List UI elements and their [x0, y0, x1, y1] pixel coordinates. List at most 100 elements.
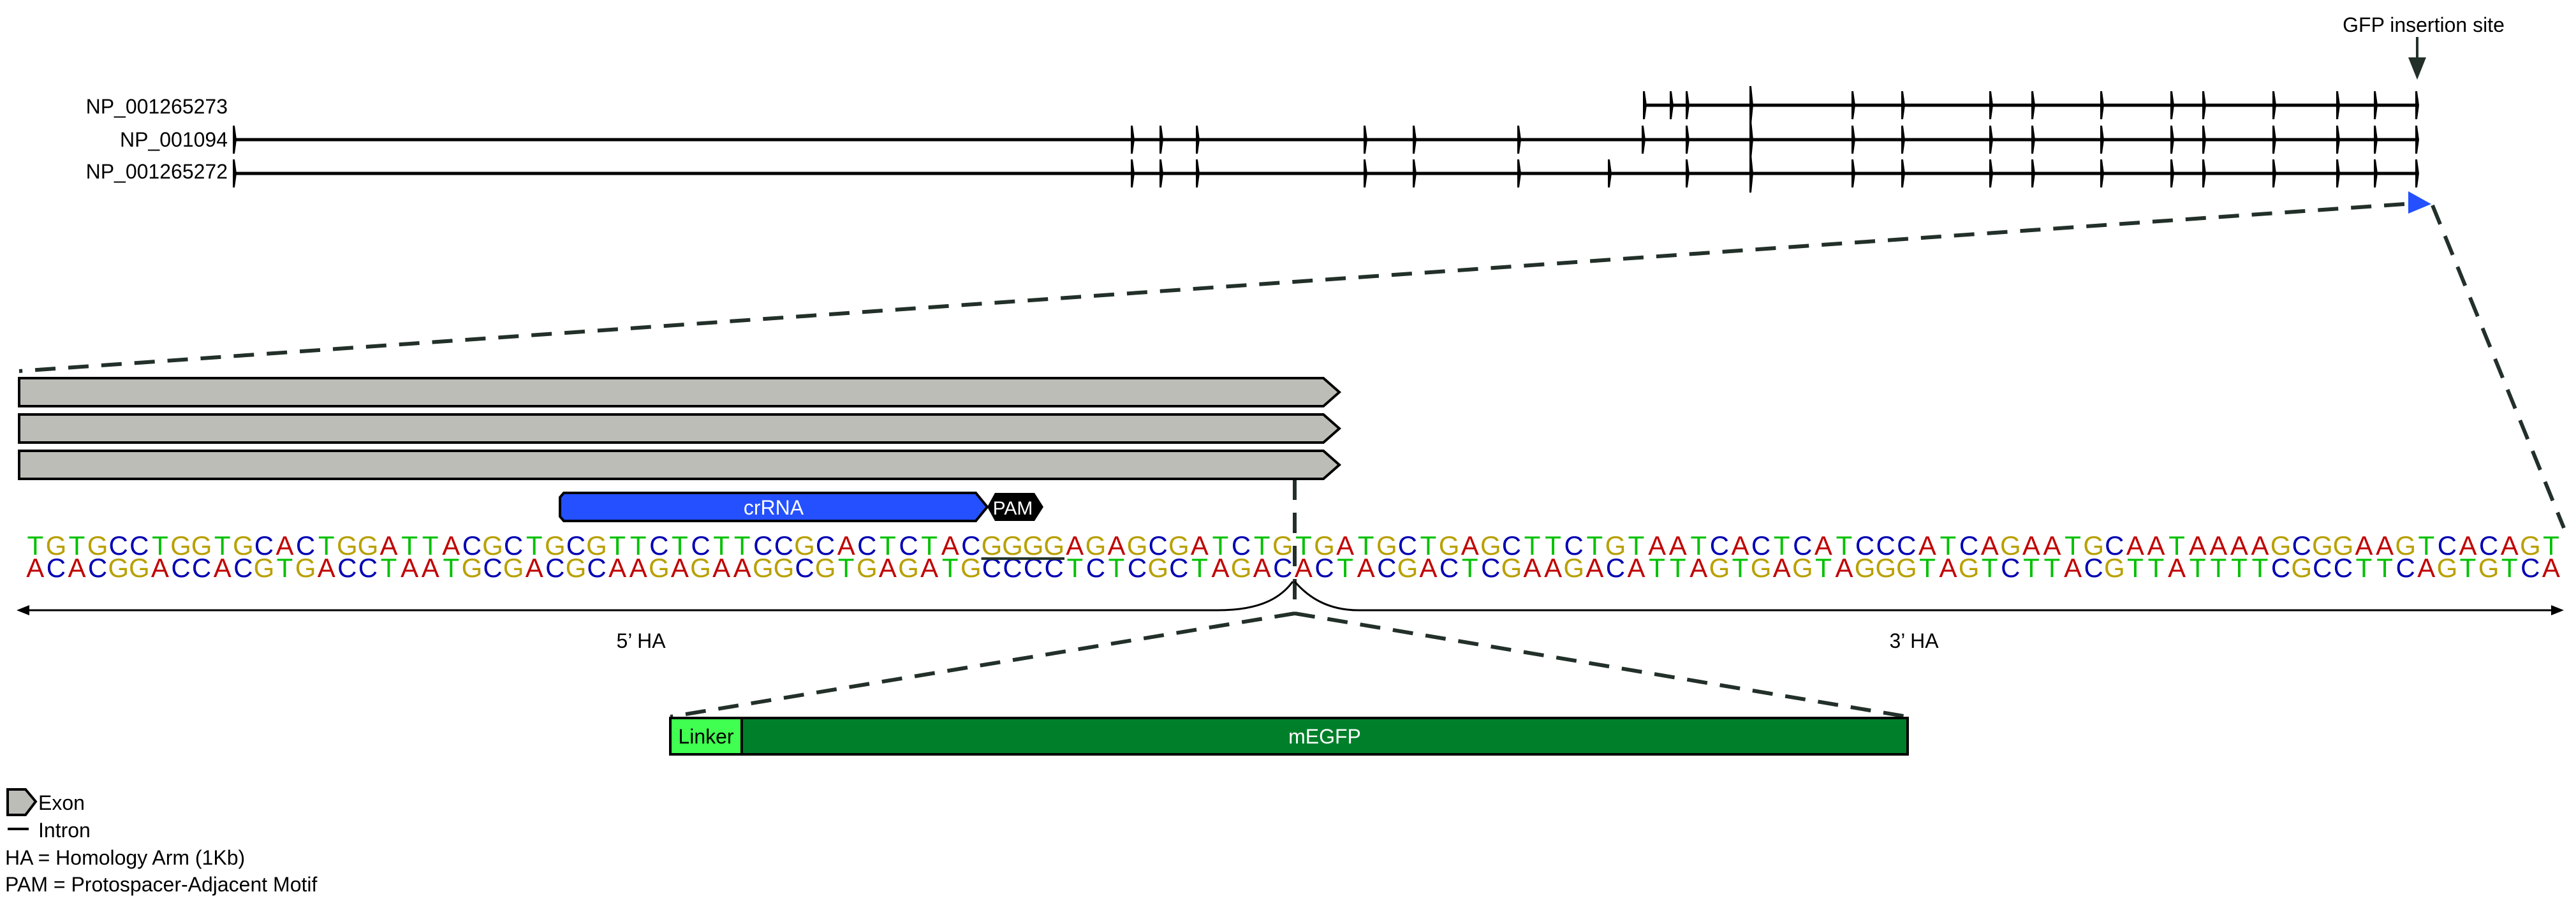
arrow-right-icon	[2551, 605, 2564, 615]
nucleotide: T	[1191, 553, 1208, 583]
insertion-site-label: GFP insertion site	[2343, 13, 2505, 36]
nucleotide: C	[1751, 531, 1770, 560]
nucleotide: G	[108, 553, 129, 583]
exon-mark	[1159, 126, 1163, 154]
nucleotide: T	[1732, 553, 1749, 583]
nucleotide: A	[422, 553, 439, 583]
nucleotide: A	[1461, 531, 1479, 560]
nucleotide: A	[1648, 531, 1666, 560]
nucleotide: G	[586, 531, 607, 560]
nucleotide: A	[2147, 531, 2165, 560]
exon-mark	[1196, 126, 1200, 154]
nucleotide: C	[753, 531, 772, 560]
nucleotide: A	[2022, 531, 2040, 560]
nucleotide: A	[1066, 531, 1084, 560]
nucleotide: G	[1480, 531, 1501, 560]
nucleotide: C	[2313, 553, 2332, 583]
exon-mark	[1989, 126, 1993, 154]
nucleotide: C	[1564, 531, 1584, 560]
nucleotide: C	[337, 553, 357, 583]
exon-mark	[1749, 121, 1753, 159]
nucleotide: G	[295, 553, 316, 583]
nucleotide: A	[2459, 531, 2477, 560]
nucleotide: C	[254, 531, 274, 560]
homology-arm-brackets	[26, 581, 2554, 612]
insertion-marker	[2408, 191, 2431, 214]
nucleotide: G	[1002, 531, 1023, 560]
nucleotide: A	[1939, 553, 1957, 583]
nucleotide: C	[1377, 553, 1396, 583]
exon-mark	[233, 159, 237, 187]
nucleotide: T	[422, 531, 439, 560]
nucleotide: G	[129, 553, 150, 583]
exon-mark	[2170, 159, 2174, 187]
nucleotide: T	[1919, 553, 1936, 583]
legend-pam: PAM = Protospacer-Adjacent Motif	[5, 873, 318, 896]
nucleotide: C	[1606, 553, 1625, 583]
nucleotide: A	[2417, 553, 2435, 583]
nucleotide: C	[192, 553, 211, 583]
nucleotide: A	[1835, 553, 1853, 583]
nucleotide: G	[1127, 531, 1148, 560]
nucleotide: G	[87, 531, 108, 560]
nucleotide: G	[358, 531, 379, 560]
nucleotide: T	[2023, 553, 2040, 583]
nucleotide: T	[214, 531, 231, 560]
nucleotide: A	[629, 553, 647, 583]
nucleotide: T	[2460, 553, 2477, 583]
nucleotide: A	[2376, 531, 2394, 560]
nucleotide: A	[1544, 553, 1562, 583]
nucleotide: G	[2291, 553, 2312, 583]
nucleotide: T	[630, 531, 647, 560]
exon-mark	[2272, 126, 2276, 154]
nucleotide: G	[815, 553, 836, 583]
nucleotide: G	[1086, 531, 1107, 560]
nucleotide: T	[2064, 531, 2081, 560]
nucleotide: C	[899, 531, 918, 560]
exon-mark	[2100, 91, 2104, 119]
nucleotide: C	[1169, 553, 1188, 583]
nucleotide: A	[2209, 531, 2227, 560]
nucleotide: A	[442, 531, 460, 560]
nucleotide: C	[691, 531, 710, 560]
nucleotide: A	[1918, 531, 1936, 560]
nucleotide: G	[1397, 553, 1418, 583]
nucleotide: G	[2395, 531, 2416, 560]
nucleotide: C	[1855, 531, 1874, 560]
nucleotide: A	[608, 553, 626, 583]
nucleotide: A	[2168, 553, 2186, 583]
5-prime-ha-label: 5’ HA	[616, 629, 666, 652]
nucleotide: G	[2271, 531, 2292, 560]
nucleotide: T	[27, 531, 43, 560]
nucleotide: G	[1792, 553, 1813, 583]
exon-bar	[18, 377, 1342, 407]
nucleotide: C	[1232, 531, 1251, 560]
nucleotide: A	[526, 553, 543, 583]
nucleotide: T	[942, 553, 959, 583]
nucleotide: A	[318, 553, 335, 583]
nucleotide: C	[171, 553, 190, 583]
nucleotide: T	[880, 531, 896, 560]
nucleotide: C	[1481, 553, 1500, 583]
nucleotide: G	[1272, 531, 1293, 560]
exon-mark	[1364, 126, 1367, 154]
nucleotide: C	[2105, 531, 2124, 560]
nucleotide: C	[2438, 531, 2457, 560]
nucleotide: T	[1254, 531, 1270, 560]
nucleotide: T	[1420, 531, 1437, 560]
nucleotide: T	[2501, 553, 2518, 583]
nucleotide: G	[233, 531, 254, 560]
nucleotide: A	[214, 553, 232, 583]
exon-mark	[2272, 159, 2276, 187]
nucleotide: A	[2251, 531, 2269, 560]
nucleotide: T	[69, 531, 85, 560]
nucleotide: C	[233, 553, 253, 583]
nucleotide: C	[649, 531, 668, 560]
exon-mark	[1196, 159, 1200, 187]
nucleotide: A	[2064, 553, 2082, 583]
exon-mark	[2336, 91, 2340, 119]
nucleotide: G	[857, 553, 878, 583]
nucleotide: T	[1108, 553, 1125, 583]
nucleotide: T	[526, 531, 543, 560]
